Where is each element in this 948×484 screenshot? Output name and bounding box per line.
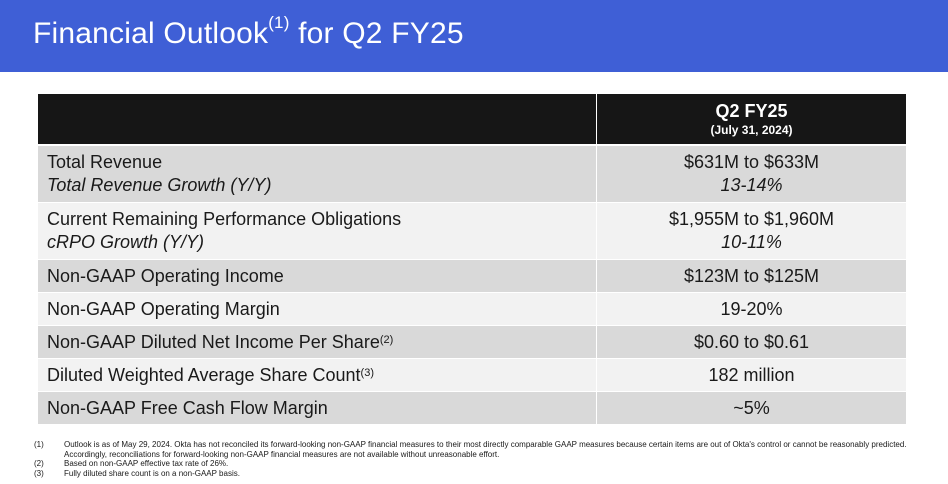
column-date: (July 31, 2024) [710,123,793,137]
row-label-cell: Diluted Weighted Average Share Count(3) [38,359,597,391]
table-row: Non-GAAP Diluted Net Income Per Share(2)… [38,326,906,359]
row-label-cell: Current Remaining Performance Obligation… [38,203,597,259]
column-title: Q2 FY25 [715,101,788,121]
row-footnote-ref: (3) [360,366,374,379]
row-label-wrap: Non-GAAP Diluted Net Income Per Share(2) [47,331,596,354]
outlook-table: Q2 FY25 (July 31, 2024) Total Revenue To… [38,94,906,425]
row-value-cell: $1,955M to $1,960M 10-11% [597,203,906,259]
row-value-cell: 182 million [597,359,906,391]
row-value-cell: $123M to $125M [597,260,906,292]
footnotes: (1) Outlook is as of May 29, 2024. Okta … [34,440,914,478]
row-value: $631M to $633M [683,152,820,172]
footnote: (1) Outlook is as of May 29, 2024. Okta … [34,440,914,459]
header-period-cell: Q2 FY25 (July 31, 2024) [597,94,906,144]
row-value-cell: $631M to $633M 13-14% [597,146,906,202]
row-value: 182 million [708,364,795,385]
footnote-text: Based on non-GAAP effective tax rate of … [64,459,229,468]
table-row: Diluted Weighted Average Share Count(3) … [38,359,906,392]
footnote-text: Outlook is as of May 29, 2024. Okta has … [64,440,907,459]
table-row: Non-GAAP Operating Income $123M to $125M [38,260,906,293]
footnote: (3) Fully diluted share count is on a no… [34,469,914,479]
title-footnote-ref: (1) [268,13,290,32]
footnote-number: (1) [34,440,44,449]
row-label-cell: Non-GAAP Diluted Net Income Per Share(2) [38,326,597,358]
page-title: Financial Outlook(1) for Q2 FY25 [33,13,464,51]
row-label: Non-GAAP Operating Income [47,265,284,286]
page-title-main: Financial Outlook [33,17,269,50]
footnote-number: (3) [34,468,44,478]
table-row: Total Revenue Total Revenue Growth (Y/Y)… [38,146,906,203]
row-label-wrap: Diluted Weighted Average Share Count(3) [47,364,596,387]
row-value: 19-20% [720,298,783,319]
row-label: Diluted Weighted Average Share Count [47,364,361,385]
footnote: (2) Based on non-GAAP effective tax rate… [34,459,914,469]
row-value: $0.60 to $0.61 [693,331,810,352]
table-row: Non-GAAP Operating Margin 19-20% [38,293,906,326]
row-sub-value: 13-14% [720,175,783,195]
row-label-cell: Total Revenue Total Revenue Growth (Y/Y) [38,146,597,202]
row-sub-label: cRPO Growth (Y/Y) [47,232,205,252]
row-value-cell: ~5% [597,392,906,424]
table-row: Non-GAAP Free Cash Flow Margin ~5% [38,392,906,425]
row-label: Total Revenue [47,152,163,172]
row-sub-label: Total Revenue Growth (Y/Y) [47,175,272,195]
row-value: ~5% [733,397,770,418]
row-value: $123M to $125M [683,265,820,286]
row-value-cell: $0.60 to $0.61 [597,326,906,358]
header-empty-cell [38,94,597,144]
row-label: Non-GAAP Free Cash Flow Margin [47,397,328,418]
row-value: $1,955M to $1,960M [668,209,835,229]
row-label: Non-GAAP Operating Margin [47,298,280,319]
row-footnote-ref: (2) [379,333,394,346]
row-label: Non-GAAP Diluted Net Income Per Share [47,331,380,352]
table-row: Current Remaining Performance Obligation… [38,203,906,260]
row-label-cell: Non-GAAP Operating Income [38,260,597,292]
footnote-text: Fully diluted share count is on a non-GA… [64,468,240,478]
title-banner: Financial Outlook(1) for Q2 FY25 [0,0,948,72]
row-value-cell: 19-20% [597,293,906,325]
row-sub-value: 10-11% [721,232,782,252]
footnote-number: (2) [34,459,44,468]
table-header-row: Q2 FY25 (July 31, 2024) [38,94,906,146]
row-label-cell: Non-GAAP Free Cash Flow Margin [38,392,597,424]
page-title-period: for Q2 FY25 [289,17,464,50]
row-label-cell: Non-GAAP Operating Margin [38,293,597,325]
row-label: Current Remaining Performance Obligation… [47,209,402,229]
